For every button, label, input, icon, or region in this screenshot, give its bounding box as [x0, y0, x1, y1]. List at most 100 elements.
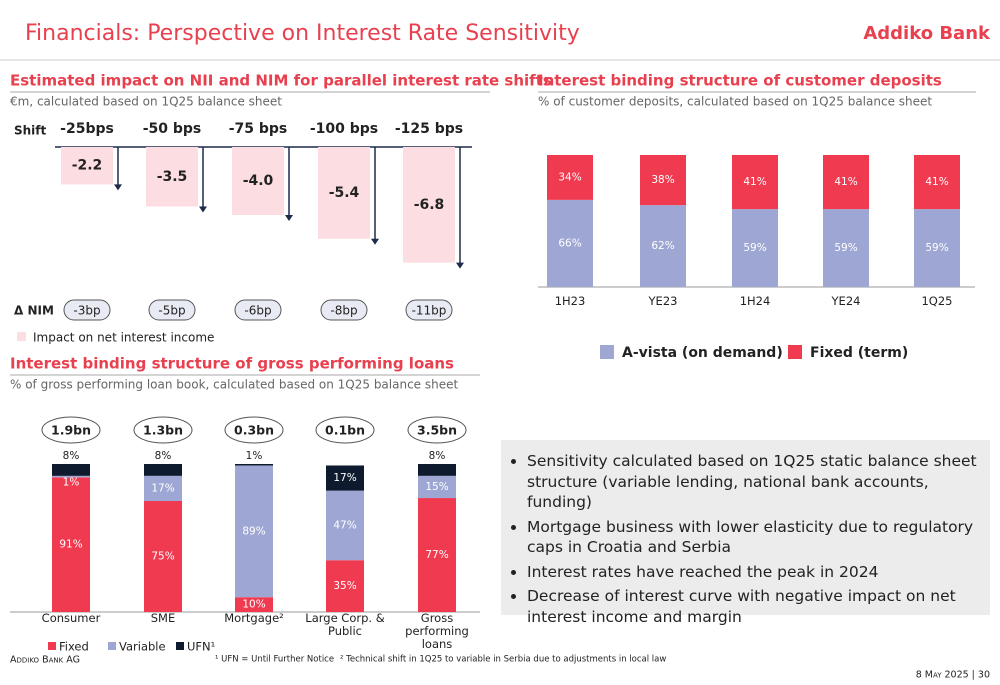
bar-segment — [418, 498, 456, 612]
x-tick-label: YE23 — [648, 294, 678, 308]
legend-swatch — [17, 332, 26, 341]
value-label: 47% — [333, 519, 356, 531]
section-subtitle: €m, calculated based on 1Q25 balance she… — [10, 95, 282, 109]
x-tick-label: Mortgage² — [224, 611, 284, 625]
bar-segment — [144, 464, 182, 476]
value-label: 17% — [333, 472, 356, 484]
value-label: 8% — [155, 450, 172, 462]
value-label: 66% — [558, 237, 581, 249]
x-tick-label: 1Q25 — [921, 294, 953, 308]
x-tick-label: YE24 — [831, 294, 861, 308]
value-label: 1% — [63, 477, 80, 489]
bar-segment — [823, 155, 869, 210]
value-label: 41% — [925, 176, 948, 188]
bar-segment — [52, 464, 90, 476]
nim-pill — [320, 299, 368, 321]
bar-segment — [144, 475, 182, 501]
total-label: 0.1bn — [325, 423, 365, 438]
value-label: 62% — [651, 240, 674, 252]
bar — [403, 147, 455, 263]
total-pill — [133, 416, 193, 444]
x-tick-label: -50 bps — [143, 121, 202, 137]
value-label: 1% — [246, 450, 263, 462]
section-title: Interest binding structure of customer d… — [538, 72, 942, 90]
nim-pill — [405, 299, 453, 321]
legend-label: A-vista (on demand) — [622, 345, 783, 361]
x-tick-label: Gross performing loans — [405, 611, 469, 651]
bar-segment — [732, 155, 778, 210]
value-label: 59% — [925, 242, 948, 254]
arrow-head — [114, 184, 122, 191]
nim-value: -6bp — [244, 304, 271, 318]
legend-swatch — [176, 642, 184, 650]
value-label: 89% — [242, 525, 265, 537]
bar-segment — [235, 597, 273, 612]
value-label: 59% — [743, 242, 766, 254]
bullet-box: Sensitivity calculated based on 1Q25 sta… — [501, 440, 990, 626]
legend-label: Fixed (term) — [810, 345, 908, 361]
value-label: 17% — [151, 482, 174, 494]
nim-pill — [148, 299, 196, 321]
x-tick-label: Large Corp. & Public — [305, 611, 385, 638]
bar-segment — [144, 501, 182, 612]
bar — [318, 147, 370, 239]
section-title: Interest binding structure of gross perf… — [10, 355, 454, 373]
x-tick-label: -125 bps — [395, 121, 463, 137]
value-label: -2.2 — [72, 158, 103, 174]
value-label: 8% — [429, 450, 446, 462]
bar-segment — [418, 475, 456, 499]
legend-swatch — [788, 345, 802, 359]
nim-pill — [63, 299, 111, 321]
total-pill — [407, 416, 467, 444]
bullet: Sensitivity calculated based on 1Q25 sta… — [527, 451, 980, 513]
total-pill — [315, 416, 375, 444]
footer-left: Addiko Bank AG — [10, 655, 80, 666]
arrow-head — [371, 238, 379, 245]
bar — [232, 147, 284, 215]
value-label: 35% — [333, 580, 356, 592]
value-label: 77% — [425, 549, 448, 561]
total-label: 3.5bn — [417, 423, 457, 438]
nim-value: -8bp — [330, 304, 357, 318]
x-tick-label: -100 bps — [310, 121, 378, 137]
bar-segment — [547, 155, 593, 200]
footnote: ² Technical shift in 1Q25 to variable in… — [340, 655, 666, 665]
nim-label: Δ NIM — [14, 304, 54, 318]
nim-value: -11bp — [412, 304, 447, 318]
bar-segment — [640, 205, 686, 287]
bar-segment — [52, 477, 90, 612]
arrow-head — [199, 206, 207, 213]
bar-segment — [418, 464, 456, 476]
legend-swatch — [600, 345, 614, 359]
section-subtitle: % of customer deposits, calculated based… — [538, 95, 932, 109]
value-label: 91% — [59, 539, 82, 551]
bar-segment — [823, 209, 869, 287]
x-tick-label: Consumer — [41, 611, 101, 625]
logo: Addiko Bank — [863, 23, 991, 44]
bar — [146, 147, 198, 207]
bullet: Mortgage business with lower elasticity … — [527, 517, 980, 558]
x-tick-label: SME — [150, 611, 176, 625]
total-label: 1.3bn — [143, 423, 183, 438]
bar-segment — [326, 490, 364, 561]
slide-title: Financials: Perspective on Interest Rate… — [25, 21, 580, 46]
bar-segment — [547, 199, 593, 287]
legend-label: UFN¹ — [187, 640, 215, 654]
arrow-head — [285, 215, 293, 221]
section-subtitle: % of gross performing loan book, calcula… — [10, 378, 458, 392]
value-label: 41% — [743, 176, 766, 188]
legend-swatch — [48, 642, 56, 650]
arrow-head — [456, 262, 464, 269]
total-pill — [41, 416, 101, 444]
bullet-list: Sensitivity calculated based on 1Q25 sta… — [509, 451, 980, 627]
total-label: 0.3bn — [234, 423, 274, 438]
nim-value: -3bp — [73, 304, 100, 318]
bullet: Interest rates have reached the peak in … — [527, 562, 980, 583]
bar-segment — [326, 465, 364, 491]
legend-label: Variable — [119, 640, 166, 654]
x-tick-label: -25bps — [60, 121, 114, 137]
bar-segment — [914, 209, 960, 287]
nim-value: -5bp — [158, 304, 185, 318]
